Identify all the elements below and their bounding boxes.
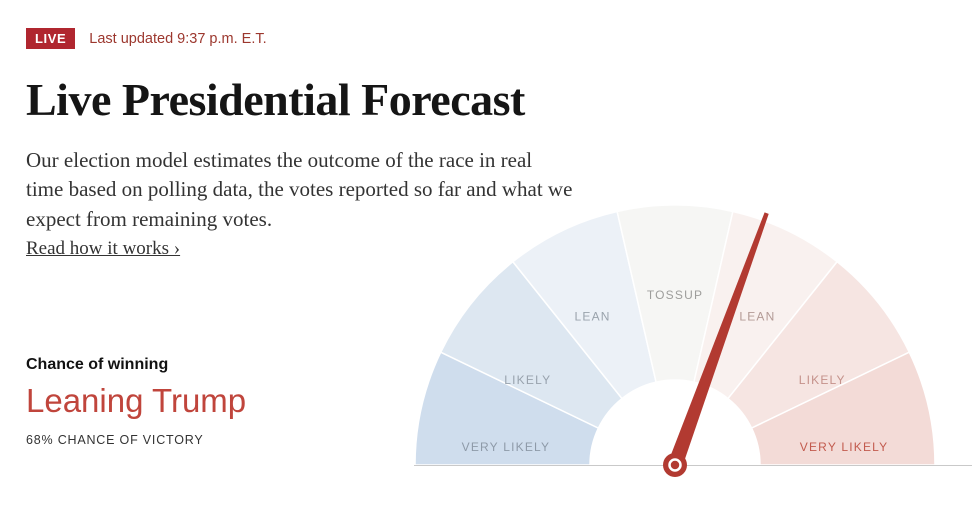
intro-text: Our election model estimates the outcome… <box>26 147 573 232</box>
live-status-row: LIVE Last updated 9:37 p.m. E.T. <box>26 28 596 49</box>
gauge-segment-label: VERY LIKELY <box>462 440 551 454</box>
gauge-needle-hub <box>663 453 687 477</box>
gauge-segment-rep-very-likely <box>750 351 936 466</box>
live-badge: LIVE <box>26 28 76 49</box>
page-title: Live Presidential Forecast <box>26 74 525 125</box>
gauge-segment-label: LIKELY <box>799 373 846 387</box>
forecast-result-block: Chance of winning Leaning Trump 68% CHAN… <box>26 356 246 447</box>
intro-column: LIVE Last updated 9:37 p.m. E.T. Live Pr… <box>26 28 596 260</box>
gauge-segment-label: LIKELY <box>504 373 551 387</box>
last-updated-text: Last updated 9:37 p.m. E.T. <box>89 30 267 47</box>
gauge-needle <box>668 212 769 468</box>
forecast-result-value: Leaning Trump <box>26 382 247 419</box>
gauge-segment-label: LEAN <box>575 309 611 323</box>
gauge-segment-label: LEAN <box>739 309 775 323</box>
gauge-segment-rep-likely <box>726 260 911 430</box>
chance-of-winning-label: Chance of winning <box>26 356 169 373</box>
gauge-segment-rep-lean <box>693 210 839 400</box>
gauge-segment-label: VERY LIKELY <box>800 440 889 454</box>
chance-of-victory-detail: 68% CHANCE OF VICTORY <box>26 433 204 447</box>
read-how-it-works-link[interactable]: Read how it works › <box>26 238 181 260</box>
gauge-needle-hub-ring <box>668 458 682 472</box>
gauge-segment-label: TOSSUP <box>647 288 703 302</box>
gauge-segment-center-tossup <box>616 204 734 384</box>
gauge-segment-dem-likely <box>439 260 624 430</box>
gauge-segment-dem-very-likely <box>414 351 600 466</box>
